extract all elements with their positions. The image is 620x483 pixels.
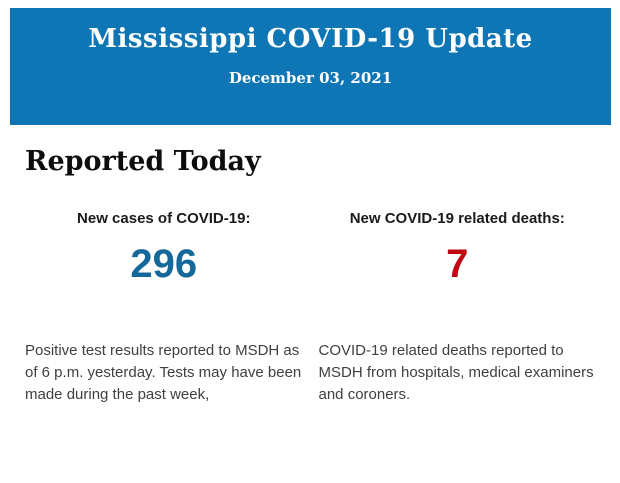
section-heading-reported-today: Reported Today	[25, 146, 261, 177]
stat-new-cases: New cases of COVID-19: 296 Positive test…	[25, 210, 303, 406]
report-content: Reported Today New cases of COVID-19: 29…	[10, 146, 611, 406]
new-cases-description: Positive test results reported to MSDH a…	[25, 342, 302, 403]
new-deaths-description: COVID-19 related deaths reported to MSDH…	[318, 342, 594, 403]
report-date: December 03, 2021	[228, 69, 393, 87]
new-deaths-label: New COVID-19 related deaths:	[349, 210, 565, 227]
header-banner: Mississippi COVID-19 Update December 03,…	[10, 8, 611, 125]
new-cases-value: 296	[130, 242, 198, 286]
stat-new-deaths: New COVID-19 related deaths: 7 COVID-19 …	[319, 210, 597, 406]
page-title: Mississippi COVID-19 Update	[88, 24, 533, 54]
new-cases-label: New cases of COVID-19:	[77, 210, 251, 227]
new-deaths-value: 7	[446, 242, 469, 286]
stats-columns: New cases of COVID-19: 296 Positive test…	[25, 210, 596, 406]
